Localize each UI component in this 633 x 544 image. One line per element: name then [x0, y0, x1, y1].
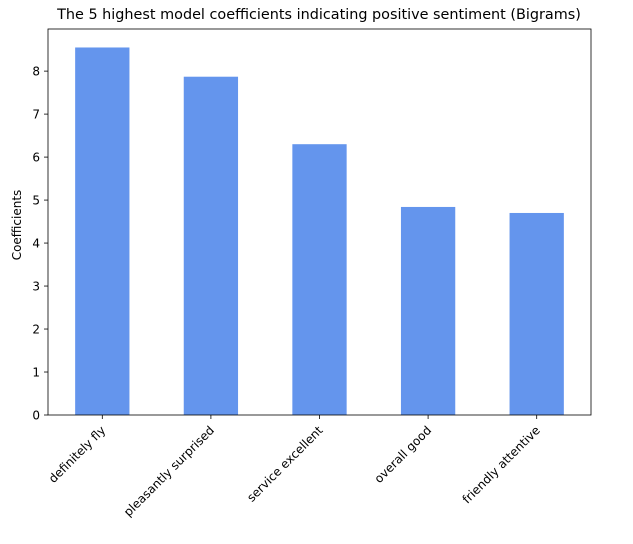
- x-tick-label: pleasantly surprised: [121, 423, 217, 519]
- y-axis-label: Coefficients: [10, 190, 24, 261]
- bar-definitely-fly: [75, 47, 130, 415]
- y-tick-label: 6: [32, 151, 40, 165]
- bars-group: [75, 47, 564, 415]
- y-tick-label: 8: [32, 65, 40, 79]
- y-tick-label: 1: [32, 366, 40, 380]
- y-tick-label: 7: [32, 108, 40, 122]
- y-tick-label: 2: [32, 323, 40, 337]
- x-tick-label: service excellent: [244, 423, 326, 505]
- x-tick-label: friendly attentive: [460, 423, 543, 506]
- plot-frame: [47, 28, 592, 416]
- y-axis-ticks: 0 1 2 3 4 5 6 7 8: [32, 65, 48, 423]
- x-tick-label: overall good: [372, 423, 435, 486]
- y-tick-label: 5: [32, 194, 40, 208]
- chart-title: The 5 highest model coefficients indicat…: [56, 7, 581, 23]
- bar-friendly-attentive: [509, 212, 564, 415]
- y-tick-label: 4: [32, 237, 40, 251]
- x-tick-label: definitely fly: [46, 423, 109, 486]
- x-axis-ticks: definitely fly pleasantly surprised servic…: [46, 415, 543, 519]
- y-tick-label: 3: [32, 280, 40, 294]
- bar-overall-good: [400, 206, 456, 415]
- y-tick-label: 0: [32, 409, 40, 423]
- bar-pleasantly-surprised: [183, 76, 239, 415]
- bar-service-excellent: [292, 144, 347, 415]
